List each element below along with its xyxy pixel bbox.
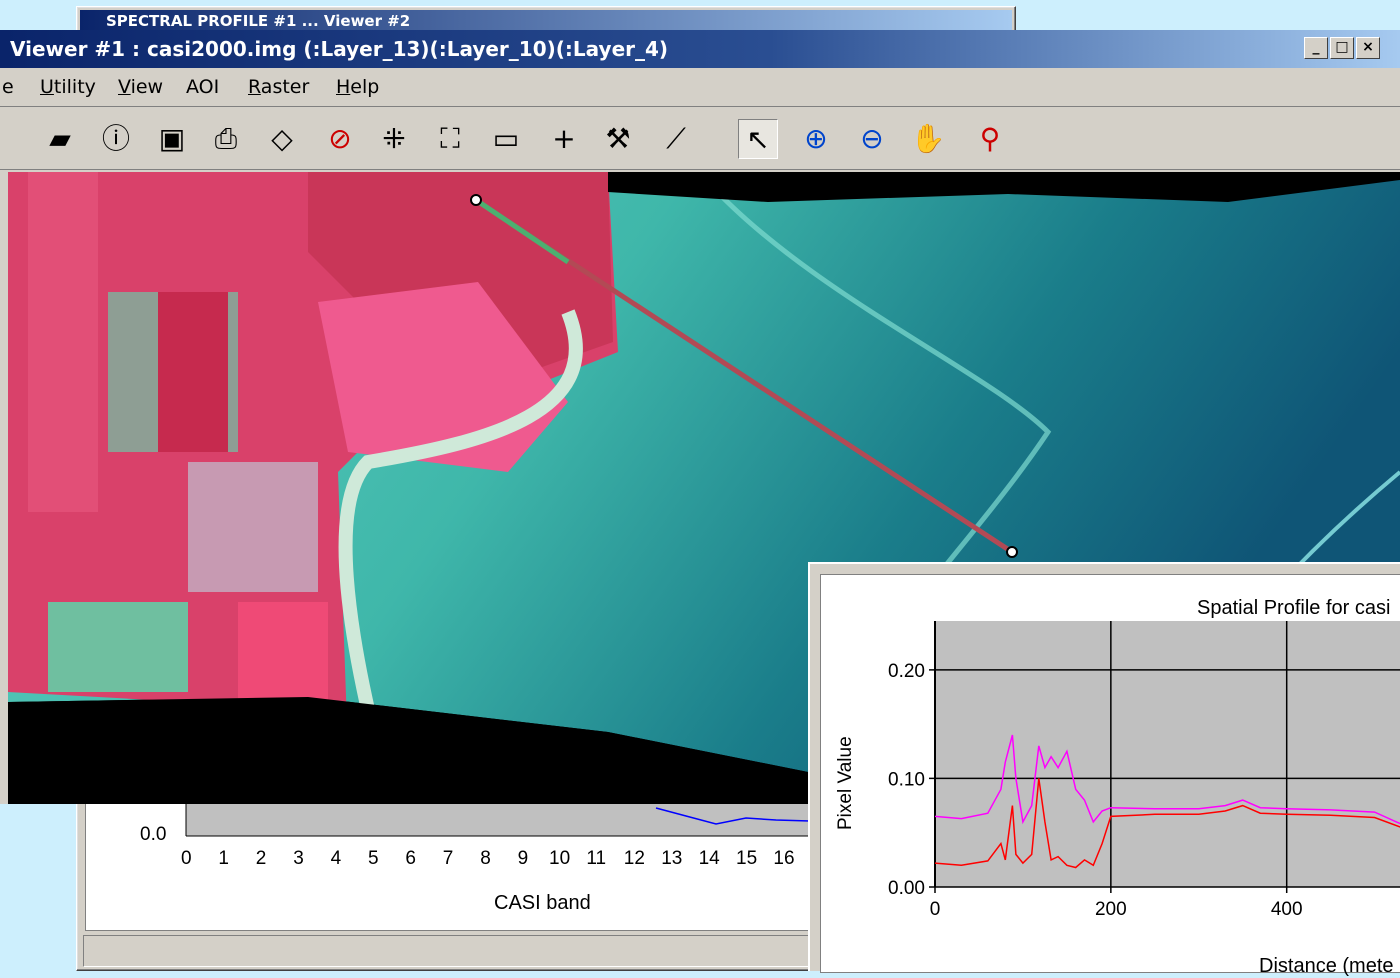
- spectral-x-tick: 3: [293, 848, 304, 869]
- spectral-x-tick: 10: [549, 848, 571, 869]
- spectral-x-tick: 4: [330, 848, 342, 869]
- profile-series-line-1: [934, 778, 1400, 869]
- menu-aoi[interactable]: AOI: [186, 68, 219, 106]
- spectral-x-tick: 11: [586, 848, 607, 869]
- spatial-profile-panel: Spatial Profile for casi Pixel Value Dis…: [820, 574, 1400, 977]
- eraser-icon[interactable]: ◇: [271, 122, 293, 155]
- spectral-x-tick: 0: [181, 848, 192, 869]
- print-icon[interactable]: ⎙: [214, 122, 238, 155]
- spectral-x-tick: 8: [480, 848, 491, 869]
- menu-view-label: iew: [130, 76, 164, 98]
- profile-y-tick: 0.20: [888, 661, 925, 682]
- profile-plot-area: [935, 621, 1400, 887]
- profile-x-tick: 400: [1271, 899, 1303, 920]
- zoom-in-icon[interactable]: ⊕: [804, 122, 828, 155]
- info-icon[interactable]: ⓘ: [101, 122, 130, 155]
- spatial-profile-window: Spatial Profile for casi Pixel Value Dis…: [808, 562, 1400, 977]
- profile-end-handle[interactable]: [1006, 546, 1018, 558]
- spectral-x-tick: 7: [442, 848, 454, 869]
- select-arrow-icon[interactable]: ↖: [738, 119, 778, 159]
- menu-raster-mnemonic: R: [248, 76, 261, 98]
- profile-x-tick: 0: [930, 899, 941, 920]
- profile-title: Spatial Profile for casi: [1197, 597, 1391, 619]
- spectral-x-tick: 2: [255, 848, 267, 869]
- viewer-titlebar[interactable]: Viewer #1 : casi2000.img (:Layer_13)(:La…: [0, 30, 1400, 68]
- zoom-out-icon[interactable]: ⊖: [860, 122, 884, 155]
- pin-icon[interactable]: ⚲: [979, 122, 1001, 155]
- minimize-button[interactable]: _: [1304, 37, 1328, 59]
- open-layer-icon[interactable]: ▰: [49, 122, 71, 155]
- zoom-fit-icon[interactable]: ⁜: [382, 122, 406, 155]
- profile-chart-svg: 0 200 400 0.00 0.10 0.20: [888, 621, 1400, 920]
- save-icon[interactable]: ▣: [158, 122, 186, 155]
- spectral-x-tick: 1: [218, 848, 229, 869]
- toolbar: ▰ ⓘ ▣ ⎙ ◇ ⊘ ⁜ ⛶ ▭ + ⚒ ⟋ ↖ ⊕ ⊖ ✋ ⚲: [0, 107, 1400, 170]
- menu-help-label: elp: [350, 76, 380, 98]
- spectral-x-tick: 13: [661, 848, 683, 869]
- menu-utility-label: tility: [53, 76, 96, 98]
- spectral-x-tick: 12: [623, 848, 645, 869]
- spectral-x-tick: 16: [773, 848, 795, 869]
- menu-utility[interactable]: Utility: [40, 68, 96, 106]
- maximize-button[interactable]: □: [1330, 37, 1354, 59]
- hammer-icon[interactable]: ⚒: [605, 122, 631, 155]
- spectral-x-tick: 14: [698, 848, 720, 869]
- spectral-x-tick: 15: [736, 848, 758, 869]
- menu-help[interactable]: Help: [336, 68, 379, 106]
- crosshair-icon[interactable]: +: [552, 122, 576, 155]
- profile-start-handle[interactable]: [470, 194, 482, 206]
- profile-series-line-0: [934, 734, 1400, 825]
- spectral-x-label: CASI band: [494, 892, 591, 914]
- menu-help-mnemonic: H: [336, 76, 351, 98]
- spectral-x-tick: 6: [405, 848, 416, 869]
- menu-file-label: e: [2, 76, 14, 98]
- profile-tool-icon[interactable]: ⟋: [666, 122, 686, 155]
- profile-y-tick: 0.10: [888, 769, 925, 790]
- spectral-window-titlebar[interactable]: SPECTRAL PROFILE #1 ... Viewer #2: [80, 10, 1012, 32]
- menu-utility-mnemonic: U: [40, 76, 54, 98]
- clear-icon[interactable]: ⊘: [328, 122, 352, 155]
- ruler-icon[interactable]: ▭: [492, 122, 520, 155]
- menu-raster[interactable]: Raster: [248, 68, 309, 106]
- spectral-x-tick: 9: [517, 848, 529, 869]
- spectral-window-title: SPECTRAL PROFILE #1 ... Viewer #2: [106, 12, 411, 30]
- profile-y-tick: 0.00: [888, 878, 925, 899]
- profile-line-start: [474, 197, 570, 265]
- close-button[interactable]: ×: [1356, 37, 1380, 59]
- spectral-plot: 0.0 0 1 2 3 4 5 6 7 8 9 10 11 12 13 14 15 16 CASI band: [85, 787, 811, 931]
- spectral-status-bar: [83, 935, 815, 967]
- spectral-series-line: [655, 807, 810, 825]
- profile-x-tick: 200: [1095, 899, 1127, 920]
- spectral-y-tick: 0.0: [140, 824, 167, 845]
- menu-file[interactable]: e: [2, 68, 14, 106]
- menu-aoi-label: AOI: [186, 76, 220, 98]
- viewer-title: Viewer #1 : casi2000.img (:Layer_13)(:La…: [10, 37, 669, 61]
- zoom-extent-icon[interactable]: ⛶: [440, 122, 460, 155]
- menu-view[interactable]: View: [118, 68, 163, 106]
- menu-raster-label: aster: [260, 76, 310, 98]
- pan-hand-icon[interactable]: ✋: [910, 122, 946, 155]
- menu-view-mnemonic: V: [118, 76, 131, 98]
- spectral-x-tick: 5: [368, 848, 379, 869]
- menu-bar: e Utility View AOI Raster Help: [0, 68, 1400, 107]
